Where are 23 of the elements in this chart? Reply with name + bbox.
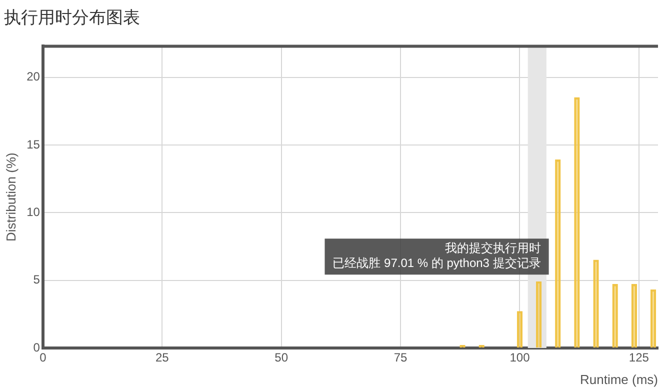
annotation: 已经战胜 97.01 % 的 python3 提交记录 [332,256,541,270]
bar [555,160,561,348]
x-tick-label: 100 [510,350,530,365]
y-tick-label: 10 [26,204,40,219]
bar [650,289,656,348]
x-tick-label: 125 [628,350,650,365]
y-tick-label: 5 [33,272,40,287]
x-axis-title: Runtime (ms) [580,372,658,387]
chart-title: 执行用时分布图表 [4,7,140,29]
y-tick-label: 20 [26,70,40,84]
bar [593,260,599,348]
y-tick-label: 0 [33,340,40,354]
bar [574,97,580,348]
x-tick-label: 25 [155,350,170,365]
x-tick-label: 50 [274,350,288,365]
x-tick-label: 75 [394,350,408,365]
bar [516,311,523,348]
annotation: 我的提交执行用时 [444,241,541,255]
bar [612,284,618,348]
bar [536,281,542,348]
y-tick-label: 15 [26,137,40,152]
y-axis-title: Distribution (%) [3,152,18,242]
bar [631,284,637,348]
